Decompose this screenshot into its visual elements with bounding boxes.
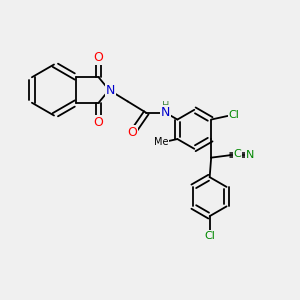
Text: H: H xyxy=(162,101,169,111)
Text: Me: Me xyxy=(154,137,168,147)
Text: N: N xyxy=(161,106,170,119)
Text: N: N xyxy=(246,150,254,160)
Text: Cl: Cl xyxy=(204,231,215,241)
Text: O: O xyxy=(94,116,103,129)
Text: N: N xyxy=(106,83,115,97)
Text: O: O xyxy=(128,126,137,140)
Text: C: C xyxy=(234,149,242,159)
Text: Cl: Cl xyxy=(229,110,240,120)
Text: O: O xyxy=(94,51,103,64)
